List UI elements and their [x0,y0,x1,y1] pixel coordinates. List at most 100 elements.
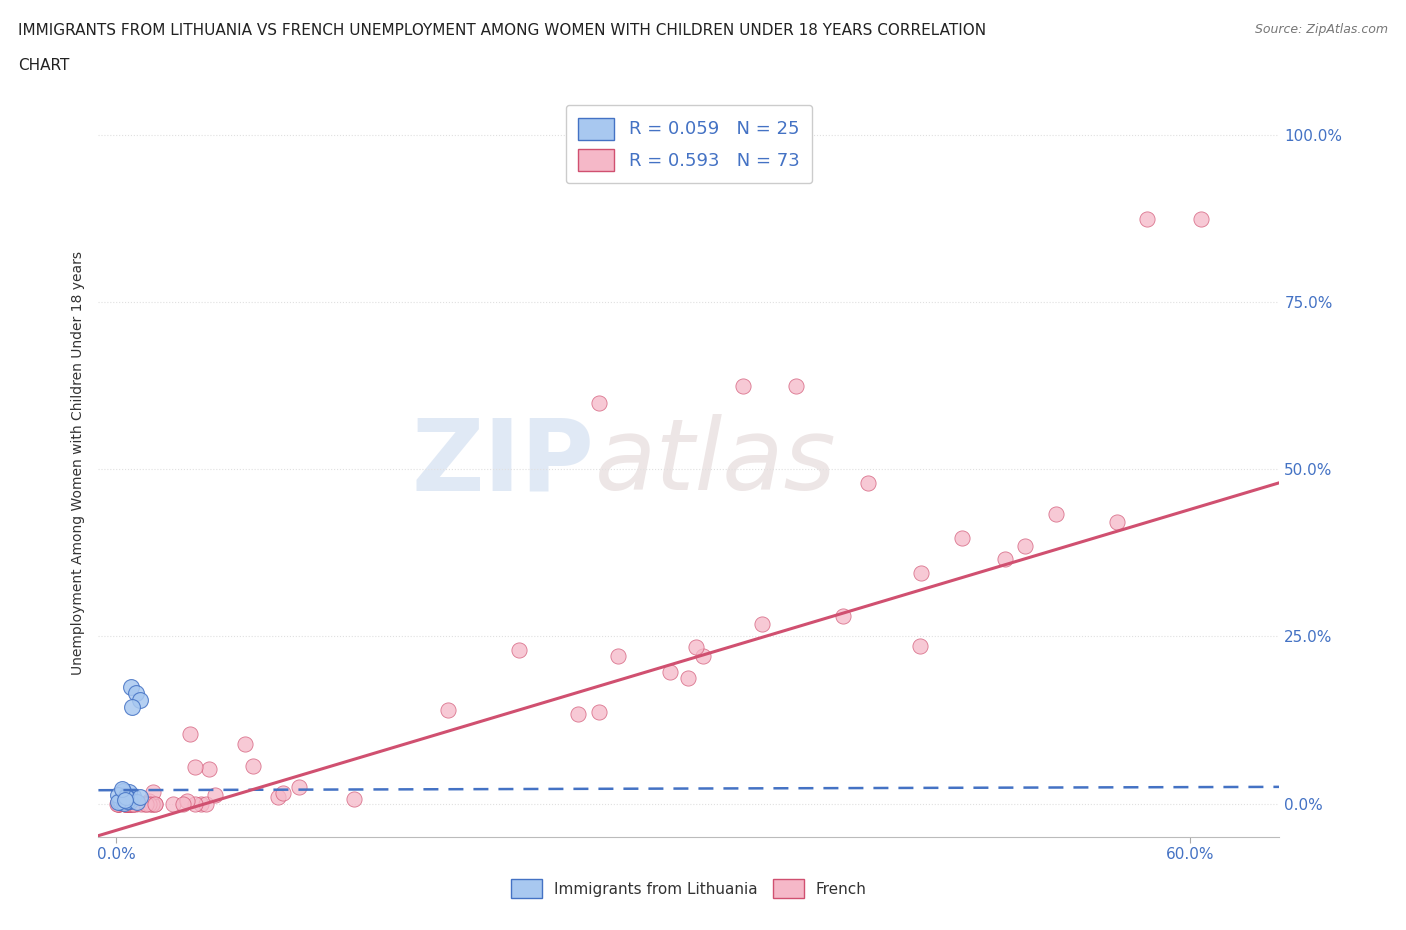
Point [107,794,129,809]
Point [184,759,207,774]
Point [242,758,264,773]
Point [114,793,136,808]
Point [115,789,138,804]
Point [198,762,221,777]
Text: CHART: CHART [18,58,70,73]
Point [111,782,134,797]
Point [118,796,141,811]
Point [114,787,136,802]
Point [343,791,366,806]
Point [204,788,226,803]
Point [110,793,132,808]
Point [117,796,139,811]
Point [751,617,773,631]
Point [141,796,163,811]
Point [120,679,142,694]
Point [692,648,714,663]
Legend: Immigrants from Lithuania, French: Immigrants from Lithuania, French [505,873,873,904]
Point [107,796,129,811]
Point [112,784,135,799]
Text: IMMIGRANTS FROM LITHUANIA VS FRENCH UNEMPLOYMENT AMONG WOMEN WITH CHILDREN UNDER: IMMIGRANTS FROM LITHUANIA VS FRENCH UNEM… [18,23,987,38]
Point [125,794,148,809]
Point [172,796,194,811]
Point [125,685,148,700]
Point [162,796,184,811]
Point [588,395,610,410]
Point [508,643,530,658]
Point [176,793,198,808]
Point [120,796,142,811]
Point [118,796,141,811]
Point [659,665,682,680]
Y-axis label: Unemployment Among Women with Children Under 18 years: Unemployment Among Women with Children U… [72,251,86,674]
Point [118,785,141,800]
Point [121,796,143,811]
Point [135,796,157,811]
Point [143,796,166,811]
Point [121,789,143,804]
Point [128,693,150,708]
Point [105,796,128,811]
Point [785,379,807,393]
Point [107,788,129,803]
Point [117,796,139,811]
Point [910,565,932,580]
Point [1107,515,1129,530]
Point [1189,211,1212,226]
Point [121,699,143,714]
Point [107,796,129,811]
Point [1136,211,1159,226]
Point [271,786,294,801]
Point [437,702,460,717]
Point [125,796,148,811]
Point [910,638,932,653]
Point [114,796,136,811]
Point [195,796,218,811]
Point [138,793,160,808]
Point [1045,507,1067,522]
Point [678,671,700,685]
Point [143,796,166,811]
Point [952,530,974,545]
Point [134,796,156,811]
Point [121,796,143,811]
Point [114,796,136,811]
Point [685,639,707,654]
Point [129,796,152,811]
Point [118,796,141,811]
Point [267,790,290,804]
Point [108,795,131,810]
Point [607,648,630,663]
Point [115,796,138,811]
Point [108,792,131,807]
Point [114,794,136,809]
Point [233,737,256,751]
Point [114,796,136,811]
Point [115,790,138,804]
Point [1014,538,1036,553]
Point [831,608,853,623]
Text: ZIP: ZIP [412,414,595,512]
Point [588,704,610,719]
Point [567,707,589,722]
Point [118,791,141,806]
Point [856,475,879,490]
Point [108,796,131,811]
Point [118,796,141,811]
Point [142,785,165,800]
Text: Source: ZipAtlas.com: Source: ZipAtlas.com [1254,23,1388,36]
Point [993,551,1015,566]
Point [128,790,150,804]
Point [179,727,201,742]
Point [112,795,135,810]
Point [138,796,160,811]
Point [114,796,136,811]
Point [184,796,207,811]
Point [121,796,143,811]
Point [190,796,212,811]
Point [118,793,141,808]
Point [731,379,754,393]
Point [288,779,311,794]
Point [115,796,138,811]
Point [110,794,132,809]
